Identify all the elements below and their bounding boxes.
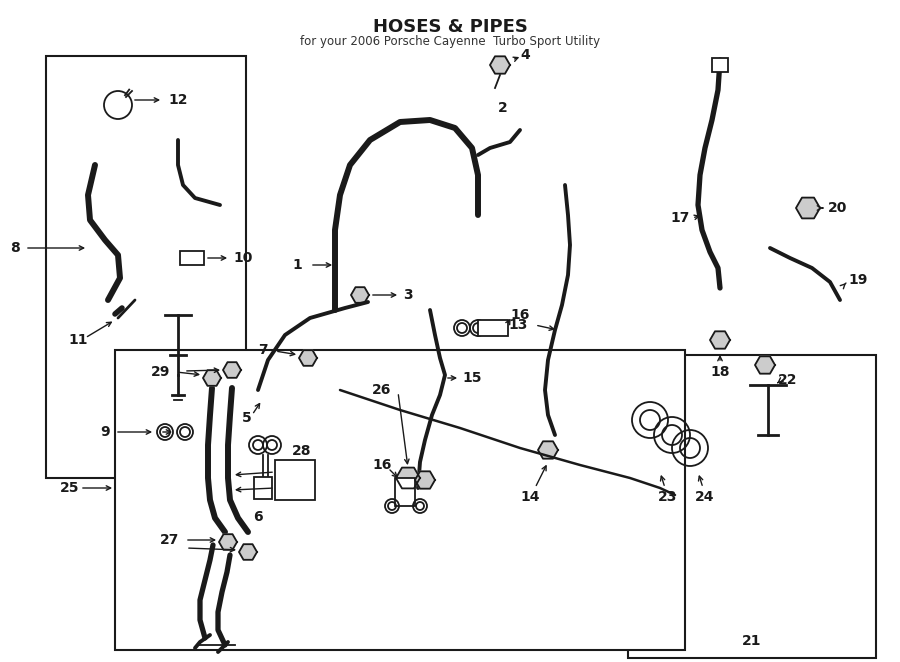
Text: 11: 11	[68, 333, 87, 347]
Polygon shape	[351, 287, 369, 303]
Text: 24: 24	[695, 490, 715, 504]
Text: 16: 16	[510, 308, 529, 322]
Text: 29: 29	[150, 365, 170, 379]
Bar	[180, 251, 204, 265]
Polygon shape	[299, 350, 317, 366]
Bar	[712, 58, 728, 72]
Bar	[275, 460, 315, 500]
Text: 19: 19	[848, 273, 868, 287]
Polygon shape	[223, 362, 241, 378]
Polygon shape	[755, 356, 775, 373]
Text: 25: 25	[60, 481, 79, 495]
Bar	[46, 56, 246, 478]
Polygon shape	[396, 467, 420, 489]
Text: 14: 14	[520, 490, 540, 504]
Text: 21: 21	[742, 634, 761, 648]
Bar	[115, 350, 685, 650]
Text: 9: 9	[100, 425, 110, 439]
Polygon shape	[538, 442, 558, 459]
Text: 20: 20	[828, 201, 848, 215]
Polygon shape	[490, 56, 510, 73]
Bar	[254, 477, 272, 499]
Polygon shape	[796, 198, 820, 218]
Text: 7: 7	[258, 343, 268, 357]
Bar	[628, 355, 876, 658]
Text: 28: 28	[292, 444, 311, 458]
Text: 18: 18	[710, 365, 730, 379]
Text: 12: 12	[168, 93, 187, 107]
Text: 15: 15	[462, 371, 482, 385]
Text: 26: 26	[372, 383, 392, 397]
Text: 17: 17	[670, 211, 690, 225]
Polygon shape	[219, 534, 237, 550]
Bar	[478, 320, 508, 336]
Text: HOSES & PIPES: HOSES & PIPES	[373, 18, 527, 36]
Text: 27: 27	[160, 533, 179, 547]
Text: for your 2006 Porsche Cayenne  Turbo Sport Utility: for your 2006 Porsche Cayenne Turbo Spor…	[300, 35, 600, 48]
Text: 23: 23	[658, 490, 678, 504]
Text: 1: 1	[292, 258, 302, 272]
Polygon shape	[710, 332, 730, 349]
Text: 6: 6	[253, 510, 263, 524]
Text: 13: 13	[508, 318, 528, 332]
Text: 2: 2	[498, 101, 508, 115]
Text: 3: 3	[403, 288, 412, 302]
Polygon shape	[203, 370, 221, 386]
Text: 10: 10	[233, 251, 252, 265]
Text: 22: 22	[778, 373, 797, 387]
Polygon shape	[239, 544, 257, 560]
Polygon shape	[415, 471, 435, 489]
Text: 16: 16	[373, 458, 392, 472]
Text: 8: 8	[10, 241, 20, 255]
Text: 4: 4	[520, 48, 530, 62]
Bar	[395, 478, 415, 506]
Text: 5: 5	[242, 411, 252, 425]
